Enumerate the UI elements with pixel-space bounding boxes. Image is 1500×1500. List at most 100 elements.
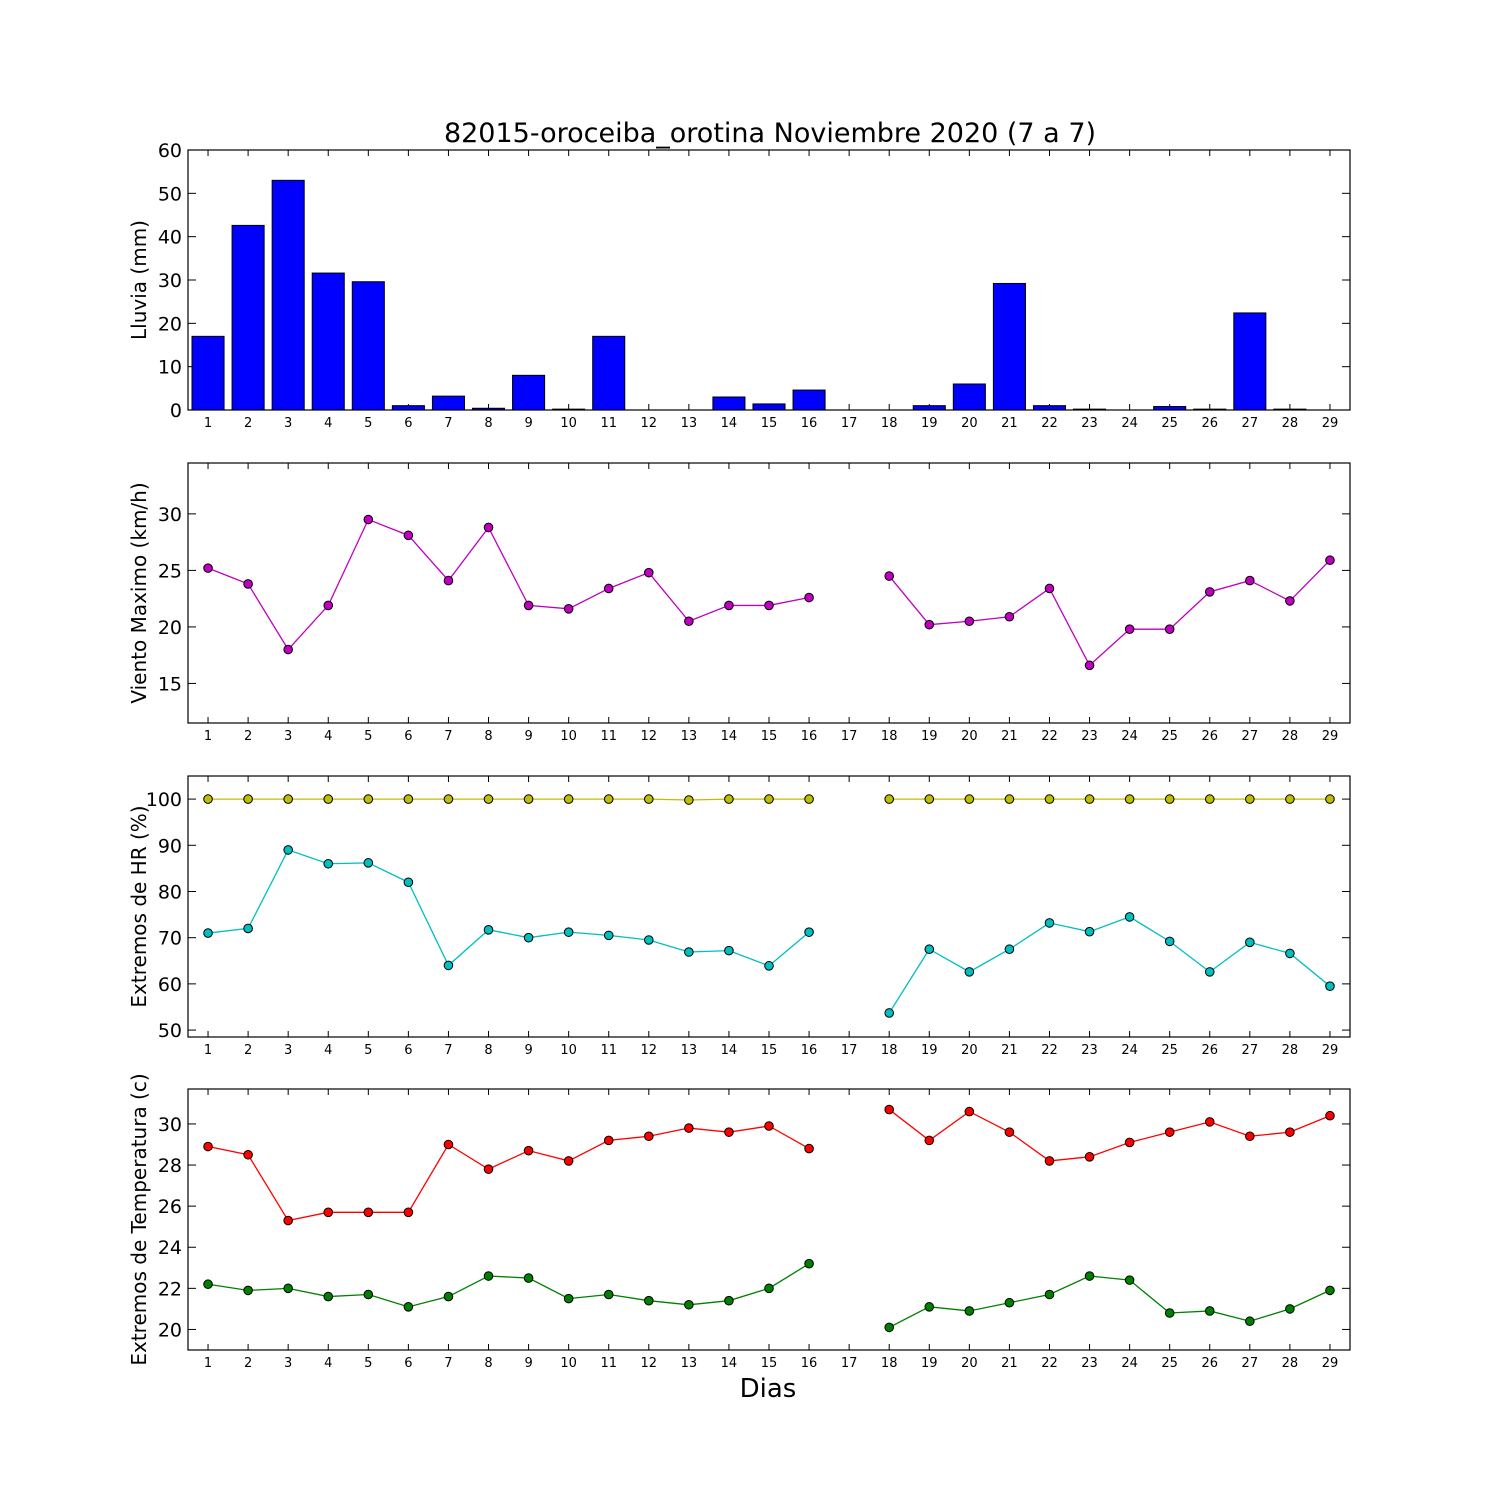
- data-point: [1124, 794, 1135, 804]
- data-point: [363, 514, 374, 525]
- data-point: [243, 794, 253, 804]
- data-point: [1245, 1316, 1255, 1327]
- y-axis-label: Viento Maximo (km/h): [127, 482, 151, 703]
- plot-frame: [187, 775, 1351, 1038]
- plot-frame: [187, 149, 1351, 411]
- data-point: [563, 927, 574, 937]
- data-point: [964, 967, 975, 977]
- x-tick-label: 1: [204, 1356, 212, 1371]
- data-point: [363, 858, 374, 868]
- data-point: [403, 1302, 414, 1312]
- data-point: [1245, 794, 1255, 804]
- series-line: [208, 798, 810, 801]
- y-tick-label: 20: [158, 617, 182, 639]
- y-tick-label: 100: [146, 789, 182, 811]
- x-tick-label: 10: [560, 416, 577, 431]
- x-axis-label: Dias: [740, 1374, 797, 1404]
- data-point: [523, 1273, 534, 1283]
- data-point: [1044, 1289, 1055, 1300]
- data-point: [243, 1285, 253, 1296]
- rain-bar: [271, 179, 305, 411]
- x-tick-label: 26: [1201, 729, 1218, 744]
- x-tick-label: 5: [364, 416, 372, 431]
- data-point: [764, 1283, 774, 1294]
- data-point: [443, 794, 454, 804]
- y-tick-label: 20: [158, 313, 182, 335]
- data-point: [684, 1299, 694, 1310]
- rain-bar: [712, 396, 746, 411]
- data-point: [1084, 1152, 1095, 1162]
- y-tick-label: 20: [158, 1319, 182, 1341]
- data-point: [363, 794, 374, 804]
- data-point: [563, 1156, 574, 1166]
- x-tick-label: 19: [921, 1043, 938, 1058]
- x-tick-label: 7: [444, 1043, 452, 1058]
- x-tick-label: 16: [801, 1043, 818, 1058]
- series-line: [207, 1263, 810, 1308]
- rain-bar: [391, 405, 425, 411]
- series-line: [207, 518, 810, 651]
- data-point: [804, 1258, 814, 1269]
- data-point: [804, 592, 814, 603]
- x-tick-label: 29: [1322, 1356, 1339, 1371]
- x-tick-label: 24: [1121, 416, 1138, 431]
- plot-frame: [187, 1088, 1351, 1351]
- x-tick-label: 27: [1242, 416, 1259, 431]
- data-point: [1325, 981, 1335, 991]
- data-point: [563, 1293, 574, 1304]
- data-point: [924, 1135, 935, 1146]
- x-tick-label: 27: [1242, 729, 1259, 744]
- x-tick-label: 20: [961, 416, 978, 431]
- x-tick-label: 21: [1001, 729, 1018, 744]
- x-tick-label: 26: [1201, 1356, 1218, 1371]
- rain-bar: [792, 389, 826, 411]
- data-point: [323, 1207, 334, 1218]
- data-point: [1164, 1127, 1175, 1137]
- x-tick-label: 14: [721, 416, 738, 431]
- x-tick-label: 18: [881, 1356, 898, 1371]
- data-point: [1124, 624, 1135, 634]
- data-point: [523, 600, 534, 611]
- data-point: [403, 1207, 414, 1218]
- x-tick-label: 14: [721, 1356, 738, 1371]
- x-tick-label: 29: [1322, 1043, 1339, 1058]
- x-tick-label: 23: [1081, 1043, 1098, 1058]
- x-tick-label: 22: [1041, 1356, 1058, 1371]
- data-point: [283, 845, 293, 855]
- x-tick-label: 24: [1121, 729, 1138, 744]
- x-tick-label: 25: [1161, 1356, 1178, 1371]
- data-point: [643, 1295, 654, 1306]
- data-point: [1124, 1137, 1135, 1148]
- series-line: [888, 559, 1331, 667]
- x-tick-label: 17: [841, 416, 858, 431]
- x-tick-label: 28: [1282, 729, 1299, 744]
- data-point: [443, 1139, 454, 1150]
- x-tick-label: 28: [1282, 1043, 1299, 1058]
- data-point: [1044, 794, 1055, 804]
- x-tick-label: 20: [961, 1356, 978, 1371]
- data-point: [243, 923, 253, 934]
- x-tick-label: 5: [364, 729, 372, 744]
- x-tick-label: 21: [1001, 1043, 1018, 1058]
- x-tick-label: 13: [681, 416, 698, 431]
- data-point: [643, 567, 654, 578]
- data-point: [283, 1215, 293, 1226]
- data-point: [764, 961, 774, 971]
- data-point: [884, 1104, 895, 1115]
- x-tick-label: 18: [881, 729, 898, 744]
- y-tick-label: 70: [158, 928, 182, 950]
- figure-title: 82015-oroceiba_orotina Noviembre 2020 (7…: [444, 118, 1096, 149]
- x-tick-label: 22: [1041, 416, 1058, 431]
- x-tick-label: 8: [484, 416, 492, 431]
- x-tick-label: 20: [961, 729, 978, 744]
- data-point: [243, 579, 253, 589]
- x-tick-label: 8: [484, 1043, 492, 1058]
- x-tick-label: 24: [1121, 1043, 1138, 1058]
- x-tick-label: 7: [444, 1356, 452, 1371]
- data-point: [403, 794, 414, 804]
- x-tick-label: 13: [681, 1356, 698, 1371]
- x-tick-label: 4: [324, 1043, 332, 1058]
- data-point: [684, 1123, 694, 1133]
